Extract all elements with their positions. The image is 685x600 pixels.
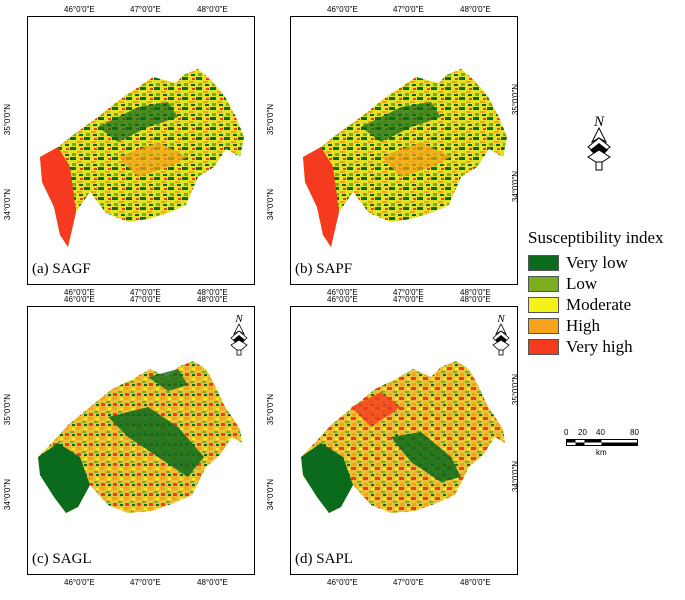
legend-item-low: Low	[528, 273, 685, 294]
lon-tick-a-b1: 46°0'0"E	[64, 288, 95, 297]
scale-bar-graphic	[566, 439, 638, 446]
legend-label-very-high: Very high	[566, 336, 633, 356]
very-low-north-c	[148, 369, 188, 391]
legend-label-moderate: Moderate	[566, 294, 632, 314]
map-raster-b	[303, 69, 507, 247]
panel-label-d: (d) SAPL	[295, 551, 353, 567]
map-frame-c: (c) SAGL	[27, 306, 255, 575]
lon-tick-c-1: 46°0'0"E	[64, 295, 95, 304]
map-frame-a: (a) SAGF	[27, 16, 255, 285]
legend-swatch-high	[528, 317, 559, 334]
lat-tick-b-r2: 34°0'0"N	[511, 170, 521, 203]
north-letter-d: N	[496, 313, 505, 325]
very-low-zone-c	[38, 443, 90, 513]
lon-tick-a-b2: 47°0'0"E	[130, 288, 161, 297]
legend-swatch-moderate	[528, 296, 559, 313]
legend-swatch-low	[528, 275, 559, 292]
map-raster-a	[40, 69, 244, 247]
lon-tick-a-3: 48°0'0"E	[197, 5, 228, 14]
lon-tick-b-1: 46°0'0"E	[327, 5, 358, 14]
legend-title: Susceptibility index	[528, 228, 664, 247]
scale-bar: 0 20 40 80 km	[564, 428, 646, 458]
legend-item-high: High	[528, 315, 685, 336]
lat-tick-d-1: 35°0'0"N	[266, 393, 276, 426]
lon-tick-d-b1: 46°0'0"E	[327, 578, 358, 587]
north-arrow-icon: N	[230, 313, 248, 356]
scale-tick-20: 20	[578, 428, 587, 437]
map-raster-c	[38, 361, 242, 513]
north-letter-c: N	[234, 313, 243, 325]
scale-tick-40: 40	[596, 428, 605, 437]
legend-item-moderate: Moderate	[528, 294, 685, 315]
panel-label-a: (a) SAGF	[32, 261, 91, 277]
lon-tick-b-3: 48°0'0"E	[460, 5, 491, 14]
legend-item-very-high: Very high	[528, 336, 685, 357]
lon-tick-c-b1: 46°0'0"E	[64, 578, 95, 587]
panel-label-b: (b) SAPF	[295, 261, 353, 277]
legend-swatch-very-high	[528, 338, 559, 355]
lon-tick-a-2: 47°0'0"E	[130, 5, 161, 14]
very-high-zone-a	[40, 147, 76, 247]
lon-tick-b-b3: 48°0'0"E	[460, 288, 491, 297]
map-raster-d	[301, 361, 505, 513]
lat-tick-c-2: 34°0'0"N	[3, 478, 13, 511]
lon-tick-b-b1: 46°0'0"E	[327, 288, 358, 297]
north-arrow-icon: N	[587, 114, 611, 171]
very-high-zone-d	[351, 392, 401, 427]
high-zone-b	[381, 142, 451, 177]
legend-label-high: High	[566, 315, 600, 335]
map-frame-d: (d) SAPL	[290, 306, 518, 575]
lon-tick-b-b2: 47°0'0"E	[393, 288, 424, 297]
lat-tick-b-2: 34°0'0"N	[266, 188, 276, 221]
lon-tick-d-2: 47°0'0"E	[393, 295, 424, 304]
lon-tick-a-b3: 48°0'0"E	[197, 288, 228, 297]
lat-tick-b-1: 35°0'0"N	[266, 103, 276, 136]
north-arrow-icon: N	[492, 313, 510, 356]
lon-tick-d-1: 46°0'0"E	[327, 295, 358, 304]
very-low-zone-b	[361, 102, 441, 142]
high-zone-a	[118, 142, 188, 177]
very-low-zone-a	[98, 102, 178, 142]
legend-swatch-very-low	[528, 254, 559, 271]
scale-unit: km	[596, 448, 607, 457]
lat-tick-d-r1: 35°0'0"N	[511, 373, 521, 406]
legend: Susceptibility index Very low Low Modera…	[528, 228, 685, 357]
lat-tick-b-r1: 35°0'0"N	[511, 83, 521, 116]
lon-tick-c-2: 47°0'0"E	[130, 295, 161, 304]
lon-tick-a-1: 46°0'0"E	[64, 5, 95, 14]
lon-tick-d-b3: 48°0'0"E	[460, 578, 491, 587]
panel-label-c: (c) SAGL	[32, 551, 92, 567]
very-low-band-c	[108, 407, 204, 477]
lon-tick-c-b2: 47°0'0"E	[130, 578, 161, 587]
legend-label-low: Low	[566, 273, 598, 293]
lat-tick-d-2: 34°0'0"N	[266, 478, 276, 511]
map-frame-b: (b) SAPF	[290, 16, 518, 285]
scale-tick-80: 80	[630, 428, 639, 437]
lat-tick-a-1: 35°0'0"N	[3, 103, 13, 136]
lon-tick-c-b3: 48°0'0"E	[197, 578, 228, 587]
lon-tick-d-3: 48°0'0"E	[460, 295, 491, 304]
lon-tick-d-b2: 47°0'0"E	[393, 578, 424, 587]
lat-tick-d-r2: 34°0'0"N	[511, 460, 521, 493]
north-letter-main: N	[593, 114, 605, 130]
scale-tick-0: 0	[564, 428, 569, 437]
lat-tick-a-2: 34°0'0"N	[3, 188, 13, 221]
legend-item-very-low: Very low	[528, 252, 685, 273]
lon-tick-b-2: 47°0'0"E	[393, 5, 424, 14]
very-high-zone-b	[303, 147, 339, 247]
lon-tick-c-3: 48°0'0"E	[197, 295, 228, 304]
very-low-band-d	[391, 432, 461, 482]
lat-tick-c-1: 35°0'0"N	[3, 393, 13, 426]
legend-label-very-low: Very low	[566, 252, 628, 272]
very-low-zone-d	[301, 443, 353, 513]
